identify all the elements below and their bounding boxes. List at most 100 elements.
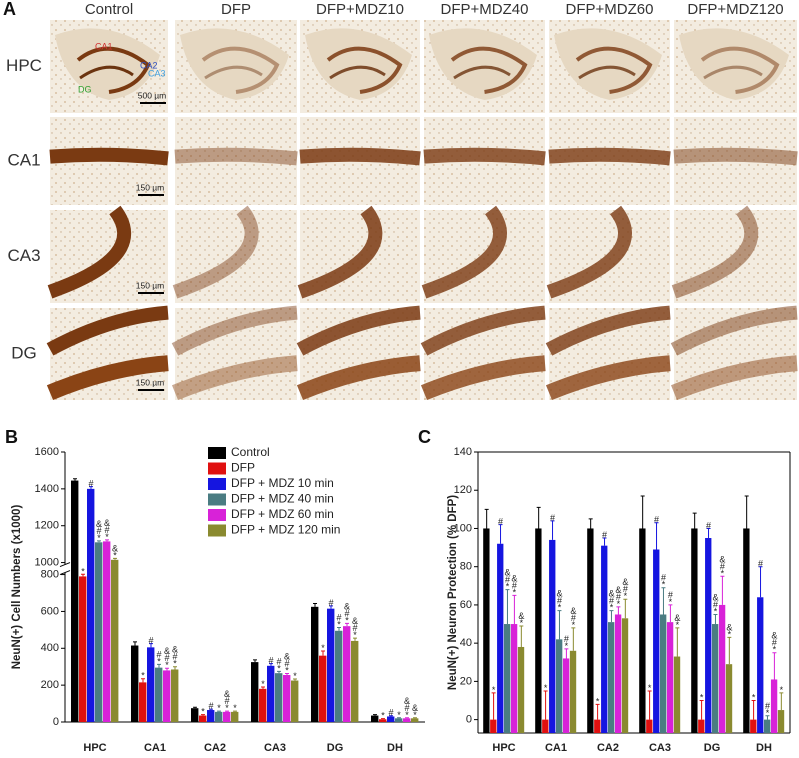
significance-marker: &#* bbox=[710, 592, 720, 613]
bar bbox=[395, 718, 403, 722]
significance-marker: * bbox=[78, 566, 88, 573]
tissue-outline bbox=[180, 28, 289, 101]
legend-label: DFP + MDZ 120 min bbox=[231, 523, 340, 537]
significance-marker: # bbox=[756, 559, 766, 567]
error-bar bbox=[149, 643, 153, 648]
error-bar bbox=[543, 690, 548, 720]
legend-label: Control bbox=[231, 445, 270, 459]
bar bbox=[562, 658, 570, 733]
significance-marker: # bbox=[496, 517, 506, 525]
error-bar bbox=[193, 706, 197, 709]
dentate-band bbox=[79, 65, 134, 80]
bar bbox=[335, 630, 343, 722]
cell-band bbox=[421, 205, 507, 299]
error-bar bbox=[381, 718, 385, 720]
x-tick-label: DG bbox=[704, 742, 721, 754]
significance-marker: # bbox=[600, 530, 610, 538]
error-bar bbox=[699, 700, 704, 720]
error-bar bbox=[73, 478, 77, 481]
y-tick-label: 0 bbox=[466, 714, 472, 726]
bar bbox=[231, 711, 239, 722]
significance-marker: * bbox=[645, 683, 655, 690]
bar bbox=[111, 559, 119, 722]
cell-band bbox=[545, 305, 671, 356]
error-bar bbox=[654, 522, 659, 550]
error-bar bbox=[293, 678, 297, 681]
y-tick-label: 120 bbox=[454, 484, 472, 496]
error-bar bbox=[706, 527, 711, 539]
significance-marker: # bbox=[704, 520, 714, 528]
column-header: Control bbox=[85, 1, 133, 18]
bar bbox=[275, 673, 283, 722]
error-bar bbox=[588, 518, 593, 529]
bar bbox=[71, 480, 79, 722]
panel-label: C bbox=[418, 427, 431, 447]
error-bar bbox=[692, 512, 697, 529]
column-header: DFP+MDZ10 bbox=[316, 1, 404, 18]
dentate-band bbox=[578, 65, 636, 80]
significance-marker: # bbox=[548, 513, 558, 521]
error-bar bbox=[89, 486, 93, 489]
x-tick-label: HPC bbox=[492, 742, 515, 754]
bar bbox=[207, 710, 215, 722]
significance-marker: # bbox=[266, 656, 276, 664]
y-tick-label: 140 bbox=[454, 446, 472, 458]
scale-bar-label: 150 µm bbox=[136, 377, 165, 387]
error-bar bbox=[277, 670, 281, 674]
bar bbox=[411, 718, 419, 722]
bar bbox=[490, 719, 497, 733]
x-tick-label: CA1 bbox=[144, 742, 166, 754]
significance-marker: * bbox=[776, 685, 786, 692]
significance-marker: &#* bbox=[613, 585, 623, 606]
bar bbox=[712, 624, 719, 733]
granule-band bbox=[46, 355, 169, 401]
bar bbox=[387, 716, 395, 722]
significance-marker: * bbox=[394, 710, 404, 717]
legend-swatch bbox=[208, 478, 226, 490]
error-bar bbox=[484, 508, 489, 529]
y-tick-label: 80 bbox=[460, 561, 472, 573]
cell-band bbox=[548, 147, 671, 166]
significance-marker: &#* bbox=[509, 573, 519, 594]
significance-marker: # bbox=[86, 479, 96, 487]
cell-band bbox=[673, 147, 798, 166]
bar bbox=[653, 549, 660, 733]
significance-marker: # bbox=[206, 701, 216, 709]
error-bar bbox=[201, 714, 205, 716]
significance-marker: &#* bbox=[162, 646, 172, 667]
error-bar bbox=[97, 540, 101, 543]
significance-marker: &#* bbox=[342, 601, 352, 622]
bar bbox=[660, 614, 667, 733]
error-bar bbox=[225, 710, 229, 712]
bar bbox=[542, 719, 549, 733]
scale-bar-label: 150 µm bbox=[136, 280, 165, 290]
bar bbox=[666, 622, 674, 733]
significance-marker: * bbox=[318, 643, 328, 650]
significance-marker: &#* bbox=[170, 645, 180, 666]
cell-band bbox=[171, 305, 298, 356]
error-bar bbox=[337, 626, 341, 631]
significance-marker: * bbox=[697, 693, 707, 700]
column-header: DFP+MDZ60 bbox=[566, 1, 654, 18]
cell-band bbox=[450, 46, 528, 94]
y-tick-label: 600 bbox=[41, 605, 59, 617]
error-bar bbox=[550, 520, 555, 540]
error-bar bbox=[209, 708, 213, 711]
y-tick-label: 100 bbox=[454, 522, 472, 534]
row-label: HPC bbox=[6, 56, 42, 75]
significance-marker: # bbox=[146, 636, 156, 644]
significance-marker: * bbox=[258, 679, 268, 686]
bar bbox=[191, 708, 199, 722]
cell-band bbox=[671, 205, 759, 299]
y-tick-label: 60 bbox=[460, 599, 472, 611]
bar bbox=[483, 528, 490, 733]
y-tick-label: 1600 bbox=[35, 446, 59, 458]
bar bbox=[319, 655, 327, 722]
significance-marker: # bbox=[652, 515, 662, 523]
cell-band bbox=[700, 46, 780, 94]
error-bar bbox=[751, 700, 756, 720]
significance-marker: #* bbox=[561, 634, 571, 648]
region-label: CA2 bbox=[140, 60, 158, 70]
x-tick-label: DG bbox=[327, 742, 344, 754]
bar bbox=[163, 670, 171, 722]
